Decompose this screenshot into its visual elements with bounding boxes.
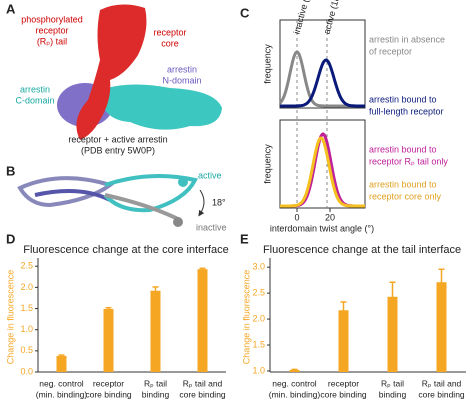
chart-title: Fluorescence change at the tail interfac…	[263, 244, 461, 256]
annotation: receptor	[35, 25, 68, 35]
caption: receptor + active arrestin	[68, 134, 167, 144]
bar	[289, 369, 300, 372]
legend-text: receptor Rₚ tail only	[369, 156, 448, 166]
legend-text: arrestin bound to	[369, 179, 437, 189]
annotation: inactive	[196, 222, 227, 232]
x-tick-label: 0	[294, 212, 299, 222]
legend-text: arrestin in absence	[369, 34, 445, 44]
x-tick-label: receptor	[328, 378, 359, 388]
bar	[338, 310, 349, 372]
y-tick-label: 0.5	[20, 345, 33, 355]
chart-title: Fluorescence change at the core interfac…	[23, 244, 228, 256]
bar	[103, 308, 114, 372]
bar	[150, 290, 161, 372]
y-tick-label: 2.5	[20, 261, 33, 271]
x-tick-label: Rₚ tail	[144, 378, 167, 388]
annotation: 18°	[212, 197, 226, 207]
bar	[197, 269, 208, 372]
annotation: active (18°)	[322, 0, 343, 35]
y-tick-label: 0.0	[20, 366, 33, 376]
y-tick-label: 1.5	[20, 303, 33, 313]
x-tick-label: (min. binding)	[269, 389, 321, 399]
y-tick-label: 2.0	[252, 313, 265, 323]
y-tick-label: 1.5	[252, 339, 265, 349]
bar	[387, 296, 398, 372]
x-tick-label: binding	[142, 389, 170, 399]
x-tick-label: Rₚ tail	[381, 378, 404, 388]
x-tick-label: binding	[379, 389, 407, 399]
annotation: core	[161, 38, 179, 48]
x-tick-label: neg. control	[272, 378, 317, 388]
annotation: (Rₚ) tail	[37, 36, 67, 46]
annotation: N-domain	[162, 75, 201, 85]
x-tick-label: (min. binding)	[36, 389, 88, 399]
annotation: arrestin	[20, 84, 50, 94]
x-tick-label: core binding	[179, 389, 226, 399]
distribution-curve	[280, 136, 365, 208]
distribution-plot	[279, 19, 366, 209]
y-tick-label: 1.0	[20, 324, 33, 334]
annotation: inactive (0°)	[292, 0, 314, 35]
panel-label: D	[6, 231, 15, 246]
legend-text: receptor core only	[369, 191, 442, 201]
x-tick-label: 20	[325, 212, 335, 222]
annotation: phosphorylated	[21, 14, 83, 24]
y-axis-label: Change in fluorescence	[241, 270, 251, 365]
x-tick-label: Rₚ tail and	[183, 378, 223, 388]
annotation: receptor	[153, 27, 186, 37]
bar	[436, 282, 447, 372]
distribution-curve	[280, 58, 365, 108]
annotation: active	[198, 170, 222, 180]
x-tick-label: core binding	[320, 389, 367, 399]
y-tick-label: 3.0	[252, 262, 265, 272]
axis-label: frequency	[262, 144, 272, 184]
rotation-arrow	[198, 189, 205, 217]
x-tick-label: core binding	[418, 389, 465, 399]
protein-structure	[57, 4, 222, 141]
x-tick-label: receptor	[93, 378, 124, 388]
axis-label: frequency	[262, 44, 272, 84]
panel-label: B	[6, 163, 15, 178]
y-tick-label: 1.0	[252, 365, 265, 375]
caption: (PDB entry 5W0P)	[81, 145, 155, 155]
panel-label: C	[240, 5, 250, 20]
bar	[56, 355, 67, 372]
x-tick-label: Rₚ tail and	[422, 378, 462, 388]
panel-label: E	[240, 231, 249, 246]
ribbon-structure	[17, 174, 198, 227]
axis-label: interdomain twist angle (°)	[270, 223, 374, 233]
panel-label: A	[6, 1, 16, 16]
legend-text: arrestin bound to	[369, 94, 437, 104]
legend-text: of receptor	[369, 46, 412, 56]
distribution-curve	[278, 50, 365, 108]
y-axis-label: Change in fluorescence	[5, 270, 15, 365]
x-tick-label: neg. control	[39, 378, 84, 388]
y-tick-label: 2.0	[20, 282, 33, 292]
legend-text: full-length receptor	[369, 106, 444, 116]
annotation: C-domain	[15, 95, 54, 105]
y-tick-label: 2.5	[252, 288, 265, 298]
annotation: arrestin	[167, 64, 197, 74]
x-tick-label: core binding	[85, 389, 132, 399]
legend-text: arrestin bound to	[369, 144, 437, 154]
distribution-curve	[280, 132, 365, 208]
